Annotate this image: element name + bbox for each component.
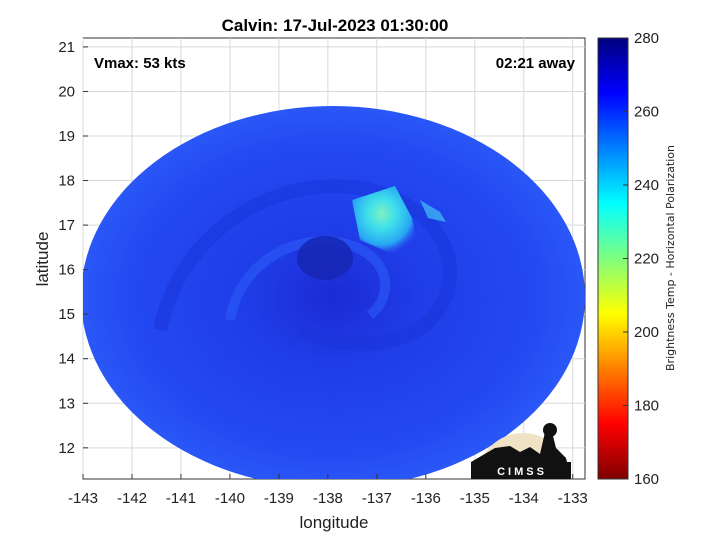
x-ticks: -143 -142 -141 -140 -139 -138 -137 -136 -135 -134…: [68, 474, 588, 507]
logo-text: CIMSS: [497, 466, 547, 478]
y-tick-label: 13: [58, 395, 75, 412]
y-ticks: 12 13 14 15 16 17 18 19 20 21: [58, 39, 88, 457]
colorbar-tick-label: 180: [634, 398, 659, 415]
y-tick-label: 17: [58, 217, 75, 234]
time-away-annotation: 02:21 away: [496, 55, 576, 72]
x-tick-label: -134: [509, 490, 539, 507]
warm-streak: [420, 200, 446, 222]
x-tick-label: -136: [411, 490, 441, 507]
y-tick-label: 15: [58, 306, 75, 323]
y-tick-label: 21: [58, 39, 75, 56]
x-tick-label: -138: [313, 490, 343, 507]
x-tick-label: -142: [117, 490, 147, 507]
colorbar-tick-label: 280: [634, 30, 659, 47]
cimss-logo: CIMSS: [471, 423, 571, 479]
colorbar-tick-label: 240: [634, 177, 659, 194]
eye-region: [297, 236, 353, 280]
x-tick-label: -143: [68, 490, 98, 507]
colorbar-label: Brightness Temp - Horizontal Polarizatio…: [664, 145, 677, 371]
x-tick-label: -141: [166, 490, 196, 507]
colorbar-tick-label: 260: [634, 104, 659, 121]
x-tick-label: -135: [460, 490, 490, 507]
y-tick-label: 14: [58, 351, 75, 368]
y-tick-label: 18: [58, 173, 75, 190]
swath-disk: [83, 106, 585, 479]
logo-band: [471, 462, 571, 479]
x-tick-label: -137: [362, 490, 392, 507]
colorbar-tick-label: 200: [634, 324, 659, 341]
vmax-annotation: Vmax: 53 kts: [94, 55, 186, 72]
x-tick-label: -140: [215, 490, 245, 507]
chart-title: Calvin: 17-Jul-2023 01:30:00: [222, 16, 449, 35]
x-tick-label: -139: [264, 490, 294, 507]
y-tick-label: 16: [58, 262, 75, 279]
swath-image: [83, 106, 585, 479]
x-axis-label: longitude: [299, 513, 368, 532]
colorbar-tick-label: 220: [634, 251, 659, 268]
spiral-band-outer: [153, 179, 457, 351]
y-axis-label: latitude: [33, 232, 52, 287]
y-tick-label: 19: [58, 128, 75, 145]
warm-feature: [352, 186, 418, 255]
x-tick-label: -133: [558, 490, 588, 507]
y-tick-label: 20: [58, 83, 75, 100]
colorbar-tick-label: 160: [634, 471, 659, 488]
logo-water-tower: [543, 423, 557, 437]
colorbar-ticks: 160 180 200 220 240 260 280: [623, 30, 659, 488]
y-tick-label: 12: [58, 440, 75, 457]
